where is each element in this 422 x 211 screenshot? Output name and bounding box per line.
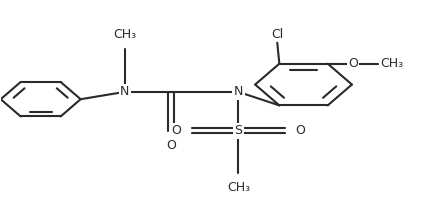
Text: CH₃: CH₃ bbox=[227, 181, 250, 194]
Text: O: O bbox=[295, 124, 305, 137]
Text: O: O bbox=[166, 139, 176, 152]
Text: CH₃: CH₃ bbox=[380, 57, 403, 70]
Text: CH₃: CH₃ bbox=[113, 27, 136, 41]
Text: Cl: Cl bbox=[271, 28, 283, 41]
Text: S: S bbox=[234, 124, 242, 137]
Text: N: N bbox=[234, 85, 243, 98]
Text: N: N bbox=[120, 85, 130, 98]
Text: O: O bbox=[172, 124, 181, 137]
Text: O: O bbox=[348, 57, 358, 70]
